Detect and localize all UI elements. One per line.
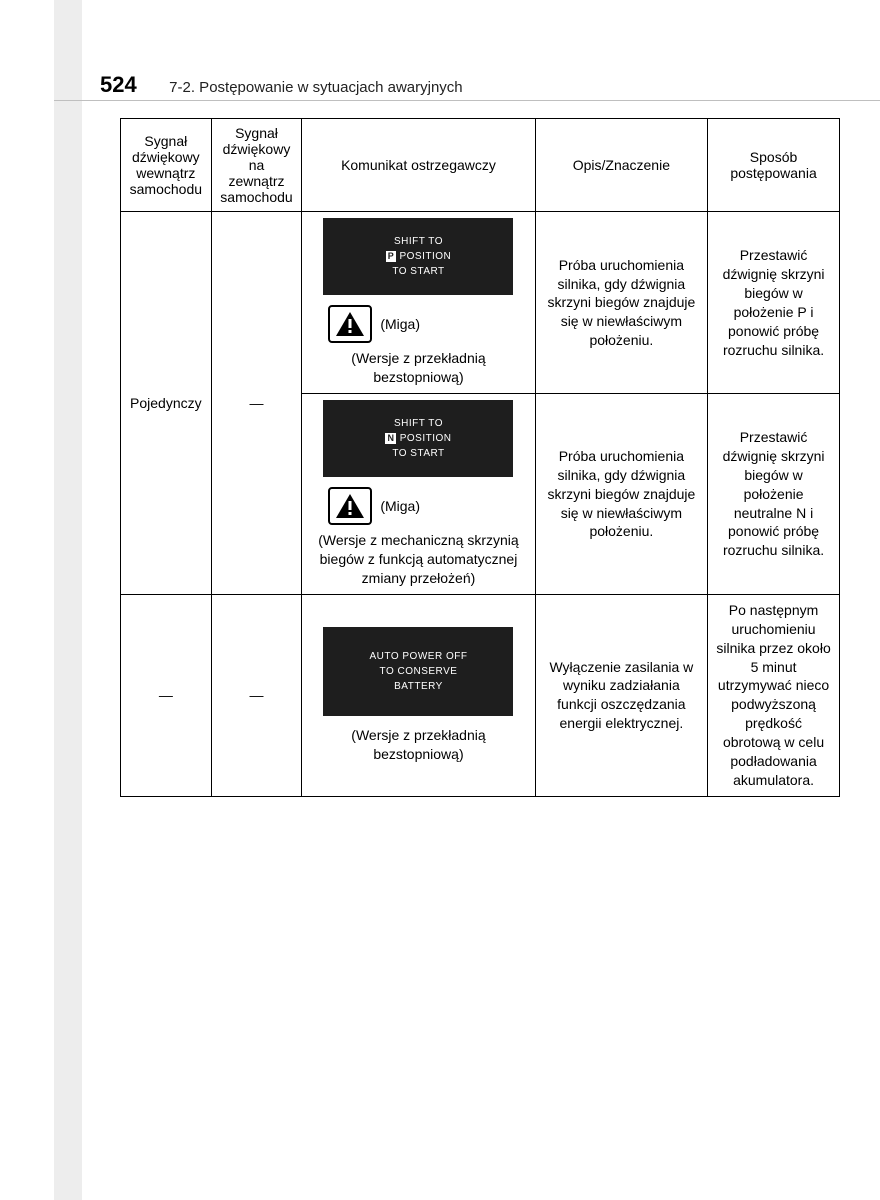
description-cell: Wyłączenie zasilania w wyniku zadziałani… (535, 594, 707, 796)
display-line: N POSITION (329, 431, 507, 446)
table-row: — — AUTO POWER OFF TO CONSERVE BATTERY (… (121, 594, 840, 796)
display-panel: AUTO POWER OFF TO CONSERVE BATTERY (323, 627, 513, 716)
page-number: 524 (100, 72, 137, 98)
display-panel: SHIFT TO N POSITION TO START (323, 400, 513, 477)
header-col1: Sygnał dźwiękowy wewnątrz samochodu (121, 119, 212, 212)
message-subtext: (Wersje z mechaniczną skrzynią biegów z … (310, 531, 526, 588)
display-line: AUTO POWER OFF (329, 649, 507, 664)
action-cell: Po następnym uruchomieniu silnika przez … (708, 594, 840, 796)
header-col4: Opis/Znaczenie (535, 119, 707, 212)
display-highlight: P (386, 251, 397, 262)
signal-interior-cell: — (121, 594, 212, 796)
table-header-row: Sygnał dźwiękowy wewnątrz samochodu Sygn… (121, 119, 840, 212)
signal-exterior-cell: — (211, 594, 302, 796)
display-line: TO CONSERVE (329, 664, 507, 679)
display-highlight: N (385, 433, 396, 444)
display-line: TO START (329, 446, 507, 461)
signal-interior-cell: Poje­dynczy (121, 212, 212, 594)
warning-table: Sygnał dźwiękowy wewnątrz samochodu Sygn… (120, 118, 840, 797)
warning-icon (328, 305, 372, 343)
table-row: Poje­dynczy — SHIFT TO P POSITION TO STA… (121, 212, 840, 394)
display-line: P POSITION (329, 249, 507, 264)
header-col3: Komunikat ostrzegawczy (302, 119, 535, 212)
message-cell: SHIFT TO N POSITION TO START (Miga) (302, 394, 535, 595)
description-cell: Próba uruchomienia silnika, gdy dźwignia… (535, 394, 707, 595)
side-band (54, 0, 82, 1200)
message-cell: SHIFT TO P POSITION TO START (Miga) (302, 212, 535, 394)
action-cell: Przestawić dźwignię skrzyni biegów w poł… (708, 394, 840, 595)
message-subtext: (Wersje z przekładnią bezstopniową) (310, 349, 526, 387)
header-rule (54, 100, 880, 101)
blink-label: (Miga) (380, 316, 420, 332)
section-title: 7-2. Postępowanie w sytuacjach awaryjnyc… (169, 79, 462, 96)
header-col2: Sygnał dźwiękowy na zewnątrz samochodu (211, 119, 302, 212)
blink-label: (Miga) (380, 498, 420, 514)
action-cell: Przestawić dźwignię skrzyni biegów w poł… (708, 212, 840, 394)
message-subtext: (Wersje z przekładnią bezstopniową) (310, 726, 526, 764)
warning-indicator-row: (Miga) (328, 487, 526, 525)
warning-icon (328, 487, 372, 525)
page-header: 524 7-2. Postępowanie w sytuacjach awary… (100, 72, 840, 98)
display-text: POSITION (396, 433, 451, 444)
display-line: TO START (329, 264, 507, 279)
description-cell: Próba uruchomienia silnika, gdy dźwignia… (535, 212, 707, 394)
display-line: BATTERY (329, 679, 507, 694)
message-cell: AUTO POWER OFF TO CONSERVE BATTERY (Wers… (302, 594, 535, 796)
header-col5: Sposób postępowania (708, 119, 840, 212)
display-text: POSITION (396, 251, 451, 262)
display-line: SHIFT TO (329, 234, 507, 249)
display-line: SHIFT TO (329, 416, 507, 431)
warning-indicator-row: (Miga) (328, 305, 526, 343)
signal-exterior-cell: — (211, 212, 302, 594)
display-panel: SHIFT TO P POSITION TO START (323, 218, 513, 295)
